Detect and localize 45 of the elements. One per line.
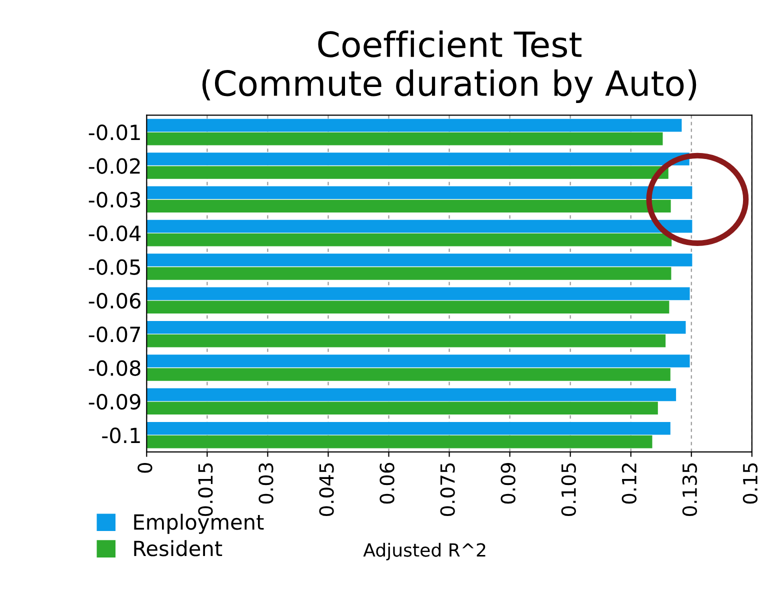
x-tick-label: 0.03 bbox=[258, 463, 274, 504]
x-tick-label: 0.105 bbox=[561, 463, 576, 516]
x-tick-label: 0.12 bbox=[622, 464, 637, 504]
bar bbox=[146, 186, 692, 200]
y-tick-label: -0.09 bbox=[88, 394, 140, 410]
x-tick-label: 0 bbox=[138, 462, 152, 473]
x-tick-label: 0.15 bbox=[742, 463, 758, 504]
y-tick-label: -0.08 bbox=[88, 360, 140, 376]
y-tick-label: -0.1 bbox=[102, 428, 140, 444]
bar bbox=[146, 334, 666, 348]
bar bbox=[146, 435, 652, 448]
legend-label: Resident bbox=[134, 540, 222, 556]
bar bbox=[146, 320, 686, 334]
y-tick-label: -0.07 bbox=[88, 326, 140, 342]
bar bbox=[146, 300, 670, 314]
bar bbox=[146, 118, 682, 132]
bar bbox=[146, 220, 692, 233]
bar bbox=[146, 200, 671, 213]
x-tick-label: 0.015 bbox=[198, 463, 213, 516]
x-tick-label: 0.075 bbox=[440, 463, 455, 516]
bar bbox=[146, 422, 670, 435]
y-tick-label: -0.03 bbox=[88, 192, 140, 208]
x-tick-label: 0.045 bbox=[319, 463, 334, 516]
bar bbox=[146, 166, 668, 179]
y-tick-label: -0.06 bbox=[88, 292, 140, 309]
x-axis-title: Adjusted R^2 bbox=[363, 542, 486, 560]
bar bbox=[146, 388, 676, 402]
y-tick-label: -0.04 bbox=[88, 226, 141, 242]
bar bbox=[146, 254, 692, 266]
bar bbox=[146, 233, 672, 246]
bar bbox=[146, 132, 663, 146]
x-tick-label: 0.06 bbox=[380, 462, 394, 504]
bar bbox=[146, 368, 670, 381]
y-tick-label: -0.02 bbox=[88, 158, 140, 174]
bar bbox=[146, 152, 690, 166]
y-tick-label: -0.05 bbox=[88, 259, 140, 275]
bar bbox=[146, 402, 658, 415]
bar bbox=[146, 287, 690, 300]
y-tick-label: -0.01 bbox=[88, 124, 140, 140]
bar bbox=[146, 267, 672, 280]
chart-title: Coefficient Test (Commute duration by Auto) bbox=[202, 30, 696, 103]
legend-label: Employment bbox=[134, 514, 264, 534]
bar bbox=[146, 354, 690, 368]
x-tick-label: 0.135 bbox=[682, 463, 698, 516]
x-tick-label: 0.09 bbox=[500, 463, 516, 504]
